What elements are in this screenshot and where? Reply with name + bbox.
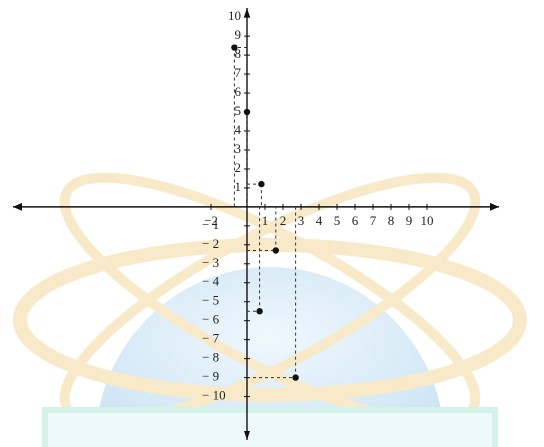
x-tick-label: 2 [280,213,287,228]
x-tick-label: 10 [421,213,434,228]
y-tick-label: − 8 [202,350,219,365]
watermark [20,135,520,447]
x-tick-label: 3 [298,213,305,228]
x-tick-label: 9 [406,213,413,228]
y-tick-label: 9 [235,27,242,42]
x-tick-label: 1 [262,213,269,228]
point [244,109,250,115]
y-tick-label: 3 [235,141,242,156]
x-tick-label: 5 [334,213,341,228]
y-tick-label: − 2 [202,236,219,251]
point [256,308,262,314]
y-tick-label: 5 [235,103,242,118]
watermark-book [45,410,495,447]
y-tick-label: − 4 [202,274,220,289]
x-tick-label: 7 [370,213,377,228]
y-tick-label: − 3 [202,255,219,270]
y-tick-label: − 10 [202,388,226,403]
y-tick-label: − 9 [202,369,219,384]
x-tick-label: 6 [352,213,359,228]
y-tick-label: − 5 [202,293,219,308]
y-tick-label: 1 [235,179,242,194]
point [231,44,237,50]
y-tick-label: 6 [235,84,242,99]
x-tick-label: 8 [388,213,395,228]
point [273,247,279,253]
x-tick-label: 4 [316,213,323,228]
chart: −21234567891012345678910− 1− 2− 3− 4− 5−… [0,0,544,447]
y-tick-label: − 6 [202,312,220,327]
point [292,374,298,380]
y-tick-label: 10 [228,8,241,23]
point [258,181,264,187]
y-tick-label: − 1 [202,217,219,232]
y-tick-label: 7 [235,65,242,80]
y-tick-label: − 7 [202,331,220,346]
y-tick-label: 2 [235,160,242,175]
y-tick-label: 4 [235,122,242,137]
